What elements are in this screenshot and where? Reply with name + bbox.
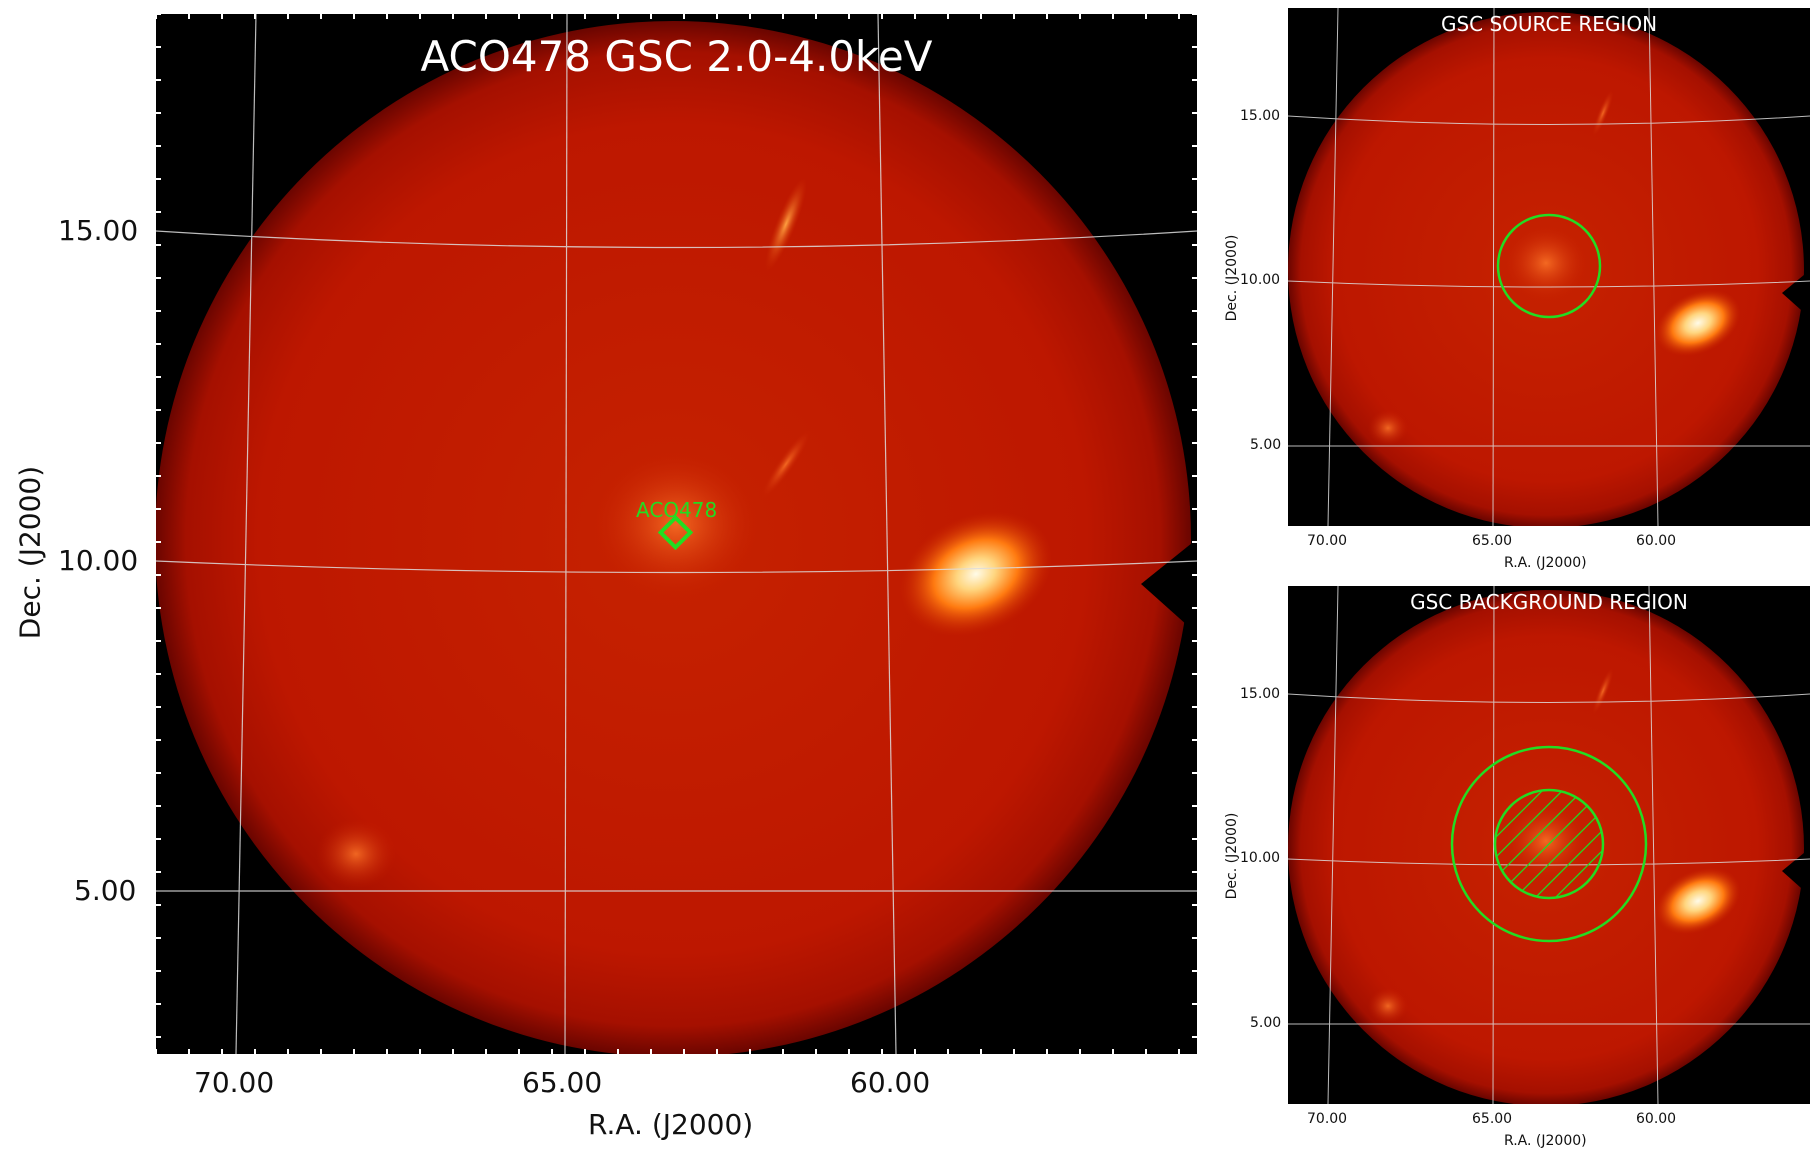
main-xtick-70: 70.00 [194,1066,275,1099]
detector-notch [1782,848,1810,896]
background-sky-svg [1288,586,1810,1104]
main-xtick-65: 65.00 [522,1066,603,1099]
main-ylabel: Dec. (J2000) [13,465,47,640]
src-ylabel: Dec. (J2000) [1224,234,1240,322]
bkg-ylabel: Dec. (J2000) [1224,812,1240,900]
aco478-marker [657,514,694,551]
background-panel-title: GSC BACKGROUND REGION [1410,590,1688,614]
main-sky-svg [156,14,1197,1054]
bkg-xtick-60: 60.00 [1636,1111,1677,1127]
main-xlabel: R.A. (J2000) [588,1108,754,1141]
bkg-xtick-65: 65.00 [1472,1111,1513,1127]
coordinate-grid [156,14,1197,1054]
source-region-image: GSC SOURCE REGION [1288,8,1810,526]
main-title: ACO478 GSC 2.0-4.0keV [420,32,933,81]
background-inner-circle [1493,788,1605,900]
bkg-ytick-15: 15.00 [1240,686,1281,702]
src-xtick-65: 65.00 [1472,533,1513,549]
cluster-emission [1504,803,1588,879]
main-ytick-5: 5.00 [74,874,137,907]
background-region-image: GSC BACKGROUND REGION [1288,586,1810,1104]
detector-notch [1141,539,1197,634]
main-ytick-15: 15.00 [58,214,139,247]
bkg-xtick-70: 70.00 [1307,1111,1348,1127]
bkg-ytick-5: 5.00 [1250,1015,1282,1031]
src-ytick-10: 10.00 [1240,272,1281,288]
src-xtick-60: 60.00 [1636,533,1677,549]
detector-notch [1782,270,1810,318]
faint-source [1368,410,1408,446]
bright-source [1655,289,1741,357]
bright-source [899,511,1053,637]
bkg-xlabel: R.A. (J2000) [1504,1133,1587,1149]
main-sky-image: ACO478 GSC 2.0-4.0keV ACO478 [156,14,1197,1054]
main-ytick-10: 10.00 [58,544,139,577]
background-outer-circle [1450,745,1648,943]
faint-source [316,819,396,889]
cluster-emission [1504,225,1588,301]
src-ytick-5: 5.00 [1250,437,1282,453]
source-region-circle [1496,213,1602,319]
src-xtick-70: 70.00 [1307,533,1348,549]
cluster-emission [591,449,761,599]
faint-streak [761,429,811,499]
source-sky-svg [1288,8,1810,526]
main-ticks [156,14,1197,1054]
src-ytick-15: 15.00 [1240,108,1281,124]
bkg-ytick-10: 10.00 [1240,850,1281,866]
src-xlabel: R.A. (J2000) [1504,555,1587,571]
faint-source [1368,988,1408,1024]
aco478-label: ACO478 [636,498,718,522]
coordinate-grid [1288,8,1810,526]
main-xtick-60: 60.00 [850,1066,931,1099]
bright-source [1655,867,1741,935]
source-panel-title: GSC SOURCE REGION [1440,12,1658,36]
